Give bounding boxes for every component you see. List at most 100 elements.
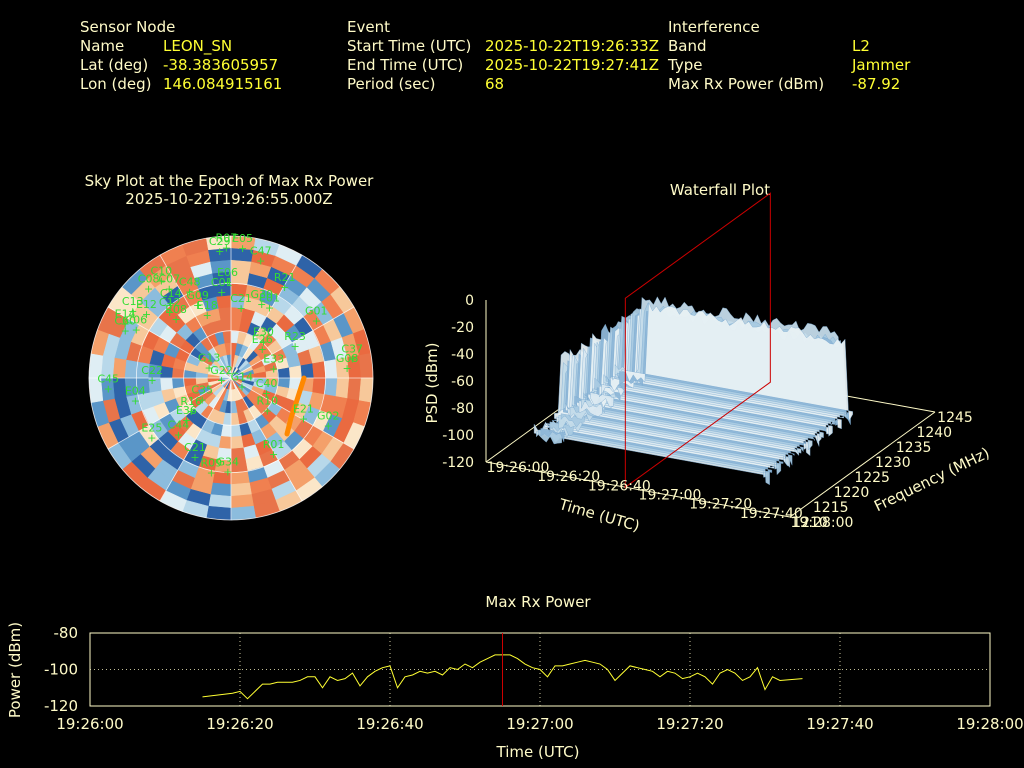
satellite-label: R16 xyxy=(180,395,202,408)
waterfall-x-tick: 19:26:40 xyxy=(588,478,651,494)
satellite-label: G22 xyxy=(210,364,233,377)
satellite-label: G09 xyxy=(186,289,209,302)
sky-cell xyxy=(124,359,139,379)
max-power-epoch-plane xyxy=(624,192,771,489)
waterfall-z-tick: -60 xyxy=(451,374,474,390)
satellite-marker: + xyxy=(324,419,333,432)
satellite-marker: + xyxy=(147,431,156,444)
satellite-label: G34 xyxy=(217,455,240,468)
power-y-tick: -100 xyxy=(44,661,78,679)
satellite-label: E21 xyxy=(293,403,314,416)
satellite-label: E06 xyxy=(217,266,238,279)
sky-cell xyxy=(358,353,374,379)
waterfall-plot: 19:26:0019:26:2019:26:4019:27:0019:27:20… xyxy=(423,192,992,535)
power-x-tick: 19:26:20 xyxy=(206,715,273,733)
lat-label: Lat (deg) xyxy=(80,56,149,74)
satellite-marker: + xyxy=(238,242,247,255)
max-power-plot: 19:26:00 19:26:20 19:26:40 19:27:00 19:27:20… xyxy=(6,622,1024,761)
satellite-label: G14 xyxy=(231,370,254,383)
satellite-label: E18 xyxy=(197,299,218,312)
satellite-marker: + xyxy=(258,343,267,356)
satellite-marker: + xyxy=(165,282,174,295)
satellite-label: G30 xyxy=(250,288,273,301)
satellite-marker: + xyxy=(263,404,272,417)
waterfall-z-tick: -80 xyxy=(451,401,474,417)
satellite-marker: + xyxy=(259,335,268,348)
waterfall-x-tick: 19:26:00 xyxy=(487,460,550,476)
satellite-marker: + xyxy=(121,318,130,331)
sky-cell xyxy=(159,377,174,391)
satellite-label: E05 xyxy=(232,232,253,245)
waterfall-y-tick: 1210 xyxy=(792,515,828,531)
type-value: Jammer xyxy=(852,56,911,74)
power-x-tick: 19:27:00 xyxy=(506,715,573,733)
waterfall-title: Waterfall Plot xyxy=(669,181,771,199)
satellite-marker: + xyxy=(237,380,246,393)
satellite-label: C21 xyxy=(230,292,252,305)
sky-cell xyxy=(230,505,256,521)
satellite-label: E01 xyxy=(259,292,280,305)
lon-label: Lon (deg) xyxy=(80,75,152,93)
satellite-label: R08 xyxy=(165,303,187,316)
waterfall-y-tick: 1240 xyxy=(916,425,952,441)
sensor-heading: Sensor Node xyxy=(80,18,176,36)
waterfall-y-tick: 1225 xyxy=(854,470,890,486)
satellite-marker: + xyxy=(144,283,153,296)
satellite-label: R21 xyxy=(274,271,296,284)
azimuth-spoke xyxy=(230,377,303,502)
satellite-label: R23 xyxy=(284,330,306,343)
satellite-label: C22 xyxy=(141,364,163,377)
satellite-marker: + xyxy=(257,298,266,311)
waterfall-z-tick: -20 xyxy=(451,320,474,336)
satellite-label: E36 xyxy=(176,404,197,417)
waterfall-z-tick: -40 xyxy=(451,347,474,363)
type-label: Type xyxy=(668,56,703,74)
waterfall-surface-strip xyxy=(621,302,853,422)
satellite-label: C44 xyxy=(168,418,190,431)
sky-plot: +C29+R07+E05+C47+C10+C08+C07+C48 +E06+R21… xyxy=(88,232,374,521)
sky-plot-epoch: 2025-10-22T19:26:55.000Z xyxy=(125,190,333,208)
waterfall-x-tick: 19:27:00 xyxy=(639,488,702,504)
satellite-label: E30 xyxy=(253,325,274,338)
satellite-marker: + xyxy=(223,465,232,478)
satellite-label: R09 xyxy=(200,457,222,470)
jammer-track xyxy=(284,375,307,437)
satellite-label: E14 xyxy=(115,308,136,321)
satellite-label: R07 xyxy=(216,232,238,245)
satellite-marker: + xyxy=(222,242,231,255)
sky-cell xyxy=(288,365,303,379)
azimuth-spoke xyxy=(159,377,232,502)
azimuth-spoke xyxy=(107,306,232,379)
max-power-value: -87.92 xyxy=(852,75,901,93)
satellite-marker: + xyxy=(207,467,216,480)
band-value: L2 xyxy=(852,37,870,55)
satellite-label: C14 xyxy=(160,287,182,300)
satellite-marker: + xyxy=(269,448,278,461)
satellite-marker: + xyxy=(171,313,180,326)
satellite-marker: + xyxy=(165,306,174,319)
waterfall-y-tick: 1245 xyxy=(937,410,973,426)
satellite-label: G02 xyxy=(317,409,340,422)
waterfall-y-tick: 1215 xyxy=(813,500,849,516)
satellite-marker: + xyxy=(290,340,299,353)
satellite-marker: + xyxy=(185,285,194,298)
satellite-label: C13 xyxy=(122,295,144,308)
sky-cell xyxy=(218,306,232,321)
satellite-label: C40 xyxy=(256,377,278,390)
satellite-label: C45 xyxy=(97,373,119,386)
start-label: Start Time (UTC) xyxy=(347,37,472,55)
satellite-label: G01 xyxy=(305,304,328,317)
sky-cell xyxy=(230,482,252,497)
interference-info: Interference Band L2 Type Jammer Max Rx Po… xyxy=(668,18,910,94)
satellite-marker: + xyxy=(174,428,183,441)
satellite-label: E04 xyxy=(125,384,146,397)
max-power-trace xyxy=(202,654,803,700)
sky-cell xyxy=(171,377,185,389)
power-x-tick: 19:26:00 xyxy=(56,715,123,733)
waterfall-x-tick: 19:26:20 xyxy=(537,469,600,485)
satellite-label: C37 xyxy=(341,343,363,356)
power-x-label: Time (UTC) xyxy=(496,743,580,761)
power-x-tick: 19:26:40 xyxy=(356,715,423,733)
satellite-label: C29 xyxy=(209,235,231,248)
